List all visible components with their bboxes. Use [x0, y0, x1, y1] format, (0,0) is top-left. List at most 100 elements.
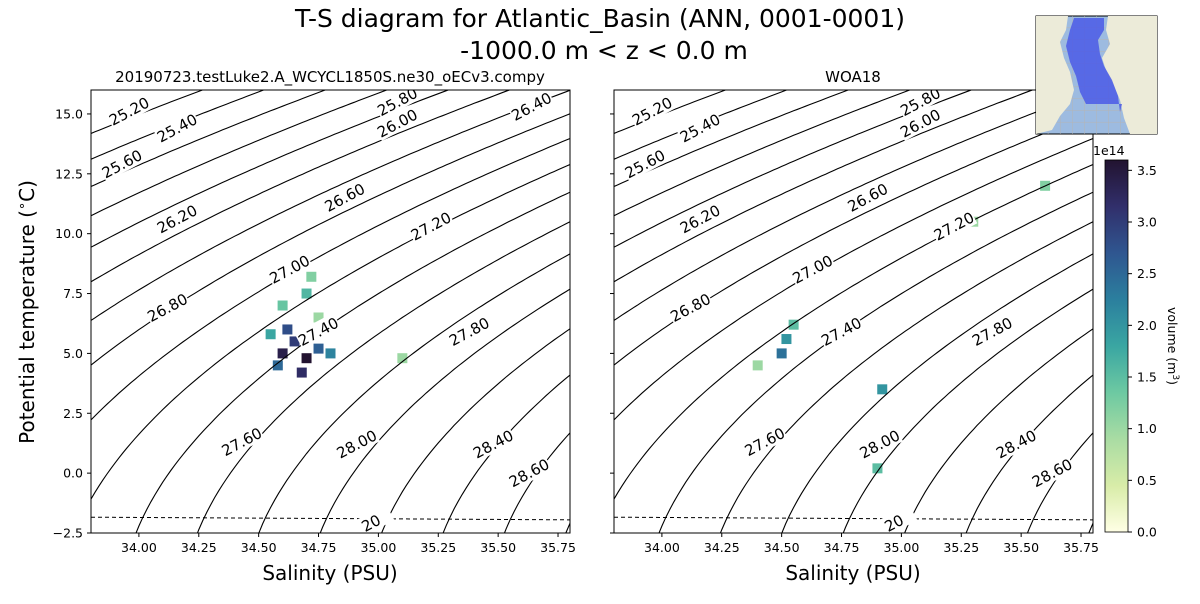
- density-contour: [91, 163, 570, 500]
- x-tick-label: 35.25: [943, 540, 979, 555]
- density-contour: [614, 90, 912, 217]
- contour-label-bg: [507, 90, 555, 125]
- contour-label: 26.80: [144, 290, 190, 326]
- colorbar-gradient: [1104, 159, 1129, 533]
- contour-label: 26.80: [667, 290, 713, 326]
- y-axis-label: Potential temperature (∘C): [15, 180, 39, 444]
- density-contour: [614, 163, 1093, 500]
- heatmap-cell: [776, 348, 787, 359]
- colorbar-tick-label: 3.5: [1137, 163, 1157, 178]
- colorbar-tick-label: 1.5: [1137, 370, 1157, 385]
- contour-label-bg: [143, 288, 191, 326]
- y-tick-label: 10.0: [55, 226, 83, 241]
- contour-label-bg: [855, 425, 904, 462]
- heatmap-cell: [781, 334, 792, 345]
- heatmap-cell: [325, 348, 336, 359]
- x-tick-label: 34.25: [704, 540, 740, 555]
- figure-title: T-S diagram for Atlantic_Basin (ANN, 000…: [294, 4, 905, 33]
- heatmap-cell: [788, 319, 799, 330]
- contour-label-bg: [870, 504, 918, 533]
- contour-label-bg: [347, 504, 395, 533]
- x-tick-label: 34.50: [241, 540, 277, 555]
- heatmap-cell: [272, 360, 283, 371]
- colorbar-label: volume (m3): [1165, 307, 1180, 385]
- contour-label: 20: [359, 511, 384, 536]
- density-contour: [258, 253, 570, 533]
- figure-title-depth-range: -1000.0 m < z < 0.0 m: [460, 36, 748, 65]
- freezing-line: [91, 516, 570, 521]
- density-contour: [614, 90, 1093, 321]
- density-contour: [614, 90, 1034, 283]
- x-tick-label: 34.00: [644, 540, 680, 555]
- colorbar-tick-label: 2.0: [1137, 318, 1157, 333]
- density-contour: [196, 221, 570, 533]
- y-tick-label: 7.5: [63, 286, 83, 301]
- left-x-axis-label: Salinity (PSU): [262, 561, 397, 585]
- x-tick-label: 35.00: [884, 540, 920, 555]
- americas-land: [1036, 16, 1074, 134]
- x-tick-label: 34.75: [301, 540, 337, 555]
- y-tick-label: 5.0: [63, 346, 83, 361]
- heatmap-cell: [301, 353, 312, 364]
- contour-label: 27.00: [267, 252, 313, 288]
- contour-label-bg: [217, 422, 266, 460]
- contour-label-bg: [676, 200, 724, 237]
- x-tick-label: 35.25: [420, 540, 456, 555]
- heatmap-cell: [877, 384, 888, 395]
- heatmap-cell: [313, 343, 324, 354]
- contour-label: 26.20: [677, 201, 723, 237]
- contour-label-bg: [373, 104, 421, 141]
- contour-label-bg: [628, 92, 676, 129]
- x-tick-label: 35.00: [361, 540, 397, 555]
- x-tick-label: 35.50: [1003, 540, 1039, 555]
- density-contour: [614, 90, 728, 135]
- axes-frame: [613, 89, 1094, 534]
- contour-label-bg: [968, 312, 1016, 350]
- density-contour: [91, 90, 205, 135]
- contour-label-bg: [676, 109, 724, 146]
- contour-label: 28.00: [857, 426, 903, 462]
- contour-label-bg: [469, 425, 517, 462]
- contour-label: 25.60: [99, 146, 145, 182]
- axes-frame: [90, 89, 571, 534]
- heatmap-cell: [313, 312, 324, 323]
- left-panel-title: 20190723.testLuke2.A_WCYCL1850S.ne30_oEC…: [115, 68, 545, 87]
- density-contour: [614, 90, 973, 248]
- x-tick-label: 34.00: [121, 540, 157, 555]
- contour-label-bg: [332, 425, 381, 462]
- heatmap-cell: [277, 300, 288, 311]
- density-contour: [658, 191, 1093, 533]
- contour-label-bg: [740, 422, 789, 460]
- colorbar-tick-label: 0.0: [1137, 525, 1157, 540]
- density-contour: [319, 288, 570, 533]
- atlantic-basin-inset-map: [1035, 15, 1158, 135]
- right-panel-title: WOA18: [825, 68, 881, 86]
- heatmap-cell: [752, 360, 763, 371]
- density-contour: [565, 522, 570, 533]
- heatmap-cell: [277, 348, 288, 359]
- contour-label: 28.40: [470, 426, 516, 462]
- contour-label-bg: [666, 288, 714, 326]
- density-contour: [381, 328, 570, 533]
- contour-label: 27.60: [742, 424, 788, 460]
- contour-label: 25.20: [629, 94, 675, 130]
- contour-label: 25.60: [622, 146, 668, 182]
- x-tick-label: 34.25: [181, 540, 217, 555]
- contour-label: 27.00: [790, 252, 836, 288]
- density-contour: [91, 90, 327, 188]
- contour-label: 20: [882, 511, 907, 536]
- heatmap-cell: [296, 367, 307, 378]
- contour-label-bg: [373, 90, 421, 120]
- contour-label: 28.00: [334, 426, 380, 462]
- contour-label-bg: [896, 104, 944, 141]
- contour-label-bg: [929, 207, 978, 244]
- heatmap-cell: [872, 463, 883, 474]
- contour-label: 27.60: [219, 424, 265, 460]
- colorbar: 1e14 volume (m3) 0.0 0.5 1.0 1.5 2.0 2.5 3.0 3.…: [1093, 143, 1180, 540]
- contour-label-bg: [98, 145, 146, 182]
- density-contour: [719, 221, 1093, 533]
- x-tick-label: 34.50: [764, 540, 800, 555]
- density-contour: [1026, 432, 1093, 533]
